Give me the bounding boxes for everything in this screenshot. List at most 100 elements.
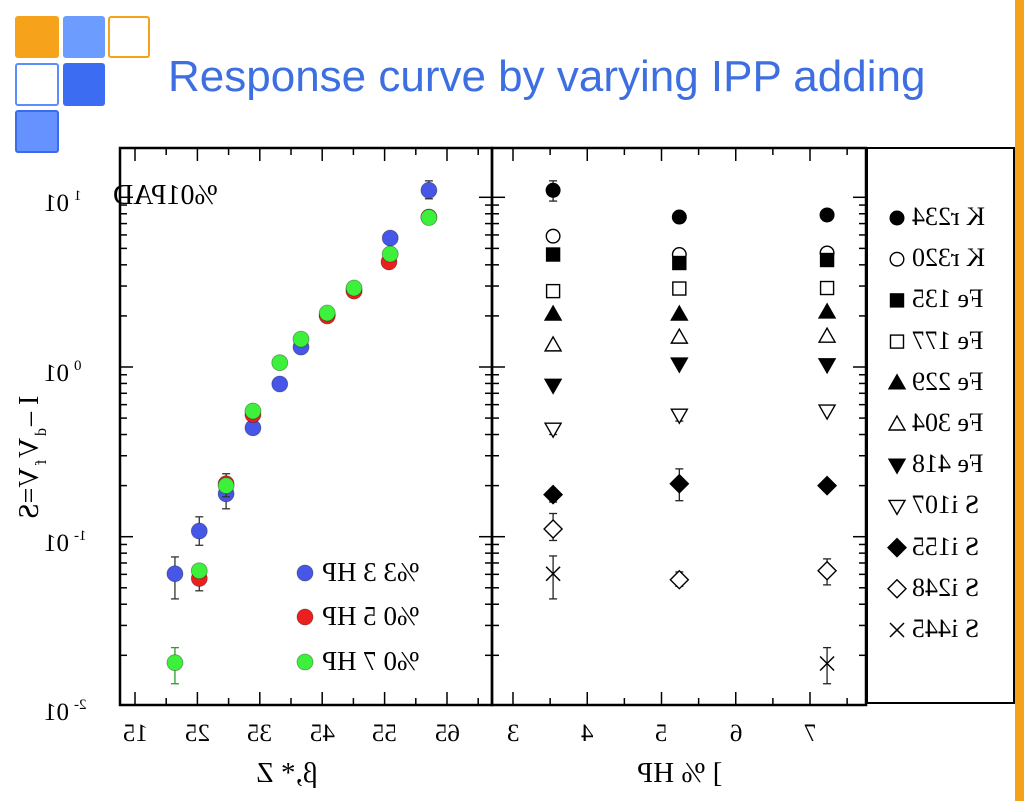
data-point (166, 565, 184, 583)
series-1 (166, 180, 438, 600)
data-point (817, 326, 837, 343)
legend-item-text: %3 3 HP (322, 557, 420, 587)
data-point (543, 422, 563, 439)
legend-item-text: K r320 (912, 243, 985, 273)
data-point (671, 209, 687, 225)
data-point (817, 475, 838, 496)
legend-item-label: %3 3 HP (322, 557, 420, 587)
legend-item-label: %0 7 HP (322, 646, 420, 676)
y-axis-label-part: d (33, 427, 50, 436)
y-axis-label-part: V=S (14, 467, 45, 519)
y-tick-label-exponent: 0 (74, 358, 82, 374)
x-tick-label: 4 (557, 719, 617, 749)
legend-item-label: Fe 304 (912, 408, 984, 438)
data-point (166, 654, 184, 672)
y-tick-label-base: 01 (44, 190, 69, 218)
right-x-axis-label-text: ] % HP (637, 757, 723, 789)
y-axis-label-part: V (14, 437, 45, 458)
logo-square-orange (15, 16, 59, 58)
logo-square-blue-outline (15, 63, 59, 106)
legend-marker (296, 564, 314, 582)
y-axis-label-part: f (33, 459, 50, 466)
series-open-triangle-down (543, 404, 837, 439)
legend-item-text: Fe 418 (912, 449, 984, 479)
x-tick-label-text: 3 (506, 720, 520, 747)
legend-item-label: Fe 418 (912, 449, 984, 479)
y-tick-label-base: 01 (44, 699, 69, 727)
legend-item-label: Fe 229 (912, 367, 984, 397)
logo-square-orange-outline (108, 16, 150, 58)
legend-marker (296, 653, 314, 671)
legend-item-text: %0 7 HP (322, 646, 420, 676)
left-x-axis-label: β,* Z (207, 756, 367, 790)
y-tick-label-exponent: 1- (74, 527, 87, 544)
x-tick-label: 65 (417, 719, 477, 749)
series-filled-circle (545, 180, 835, 225)
x-tick-label-text: 55 (372, 720, 398, 747)
data-point (543, 335, 563, 352)
legend-item-label: K r320 (912, 243, 985, 273)
y-tick-label: 01 1- (44, 521, 87, 559)
data-point (670, 357, 689, 374)
data-point (318, 304, 336, 322)
data-point (545, 283, 561, 299)
series-open-circle (545, 228, 835, 263)
series-open-diamond (543, 512, 838, 590)
x-tick-label: 55 (355, 719, 415, 749)
data-point (819, 280, 835, 296)
data-point (381, 229, 399, 247)
x-tick-label-text: 15 (122, 720, 148, 747)
data-point (545, 228, 561, 244)
data-point (543, 484, 564, 505)
legend-item-text: Fe 135 (912, 284, 984, 314)
legend-item-text: Fe 304 (912, 408, 984, 437)
data-point (817, 358, 837, 375)
data-point (543, 519, 564, 539)
data-point (345, 279, 363, 297)
data-point (545, 182, 561, 198)
legend-marker (887, 499, 907, 516)
data-point (543, 304, 563, 321)
y-tick-label: 01 2- (44, 690, 87, 728)
data-point (670, 327, 689, 344)
data-point (381, 245, 399, 263)
x-tick-label-text: 7 (803, 720, 817, 747)
data-point (672, 255, 687, 271)
data-point (271, 354, 289, 372)
y-tick-label-base: 01 (44, 529, 69, 557)
series-open-square (545, 280, 835, 299)
data-point (670, 408, 689, 425)
legend-item-text: S i248 (912, 572, 980, 602)
x-tick-label: 15 (105, 719, 165, 749)
series-filled-diamond (543, 468, 838, 505)
right-x-axis-label: ] % HP (600, 756, 760, 790)
data-point (669, 473, 690, 494)
legend-marker (889, 251, 905, 267)
legend-item-label: S i155 (912, 532, 979, 562)
x-tick-label-text: 4 (581, 720, 594, 747)
legend-item-label: S i107 (912, 490, 979, 520)
legend-item-text: Fe 177 (912, 325, 984, 355)
x-tick-label: 6 (706, 719, 766, 749)
data-point (670, 304, 689, 321)
legend-item-text: S i107 (912, 490, 980, 520)
data-point (271, 375, 289, 393)
data-point (217, 477, 235, 495)
x-tick-label-text: 5 (655, 720, 668, 747)
left-x-axis-label-text: β,* Z (256, 757, 318, 789)
x-tick-label: 25 (167, 719, 227, 749)
x-tick-label-text: 45 (309, 720, 335, 747)
y-tick-label: 01 0 (44, 351, 82, 389)
legend-item-label: Fe 177 (912, 326, 984, 356)
x-tick-label: 7 (780, 719, 840, 749)
x-tick-label: 5 (632, 719, 692, 749)
legend-marker (889, 334, 905, 349)
y-tick-label-exponent: 1 (74, 188, 82, 205)
legend-item-text: Fe 229 (912, 366, 984, 396)
legend-item-text: K r234 (912, 202, 985, 231)
x-tick-label-text: 35 (247, 720, 273, 747)
y-tick-label-base: 01 (44, 360, 69, 387)
legend-marker (887, 578, 907, 599)
series-2 (190, 208, 438, 592)
